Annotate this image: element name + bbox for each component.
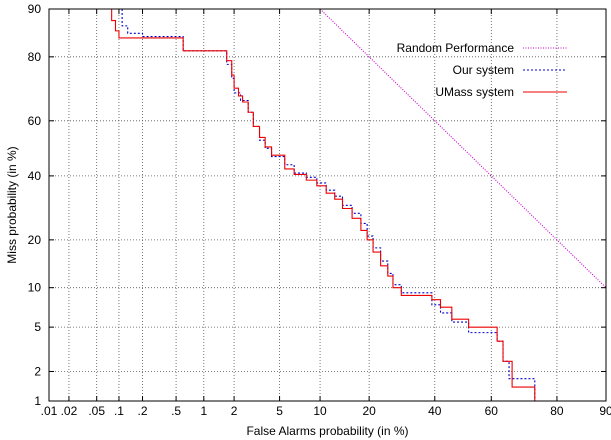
- y-tick-label: 90: [28, 2, 42, 16]
- x-tick-label: 60: [485, 404, 499, 418]
- x-tick-label: 20: [362, 404, 376, 418]
- y-tick-label: 60: [28, 114, 42, 128]
- series-lines: [111, 9, 606, 401]
- x-tick-label: 10: [313, 404, 327, 418]
- y-tick-label: 2: [34, 364, 41, 378]
- y-axis-label: Miss probability (in %): [5, 146, 19, 263]
- plot-frame: [48, 8, 607, 402]
- x-axis-label: False Alarms probability (in %): [246, 424, 408, 438]
- grid-lines: [49, 9, 606, 401]
- y-tick-label: 10: [28, 281, 42, 295]
- x-tick-label: 5: [276, 404, 283, 418]
- x-tick-label: .01: [41, 404, 58, 418]
- x-tick-label: 90: [599, 404, 611, 418]
- legend: Random Performance Our system UMass system: [397, 41, 567, 99]
- legend-label-our-system: Our system: [453, 63, 514, 77]
- y-axis-ticks: 1 2 5 10 20 40 60 80 90: [28, 2, 606, 408]
- x-tick-label: .5: [171, 404, 181, 418]
- y-tick-label: 5: [34, 320, 41, 334]
- x-tick-label: .1: [114, 404, 124, 418]
- x-axis-ticks: .01.02 .05 .1 .2 .5 1 2 5 10 20 40 60 80 90: [41, 9, 611, 418]
- y-tick-label: 1: [34, 394, 41, 408]
- x-tick-label: .02: [61, 404, 78, 418]
- x-tick-label: 80: [550, 404, 564, 418]
- y-tick-label: 20: [28, 233, 42, 247]
- x-tick-label: 40: [428, 404, 442, 418]
- y-tick-label: 40: [28, 169, 42, 183]
- x-tick-label: .05: [88, 404, 105, 418]
- x-tick-label: 2: [231, 404, 238, 418]
- x-tick-label: .2: [138, 404, 148, 418]
- y-tick-label: 80: [28, 50, 42, 64]
- legend-label-random-performance: Random Performance: [397, 41, 515, 55]
- x-tick-label: 1: [200, 404, 207, 418]
- legend-label-umass-system: UMass system: [435, 85, 514, 99]
- umass-system-line: [111, 9, 536, 401]
